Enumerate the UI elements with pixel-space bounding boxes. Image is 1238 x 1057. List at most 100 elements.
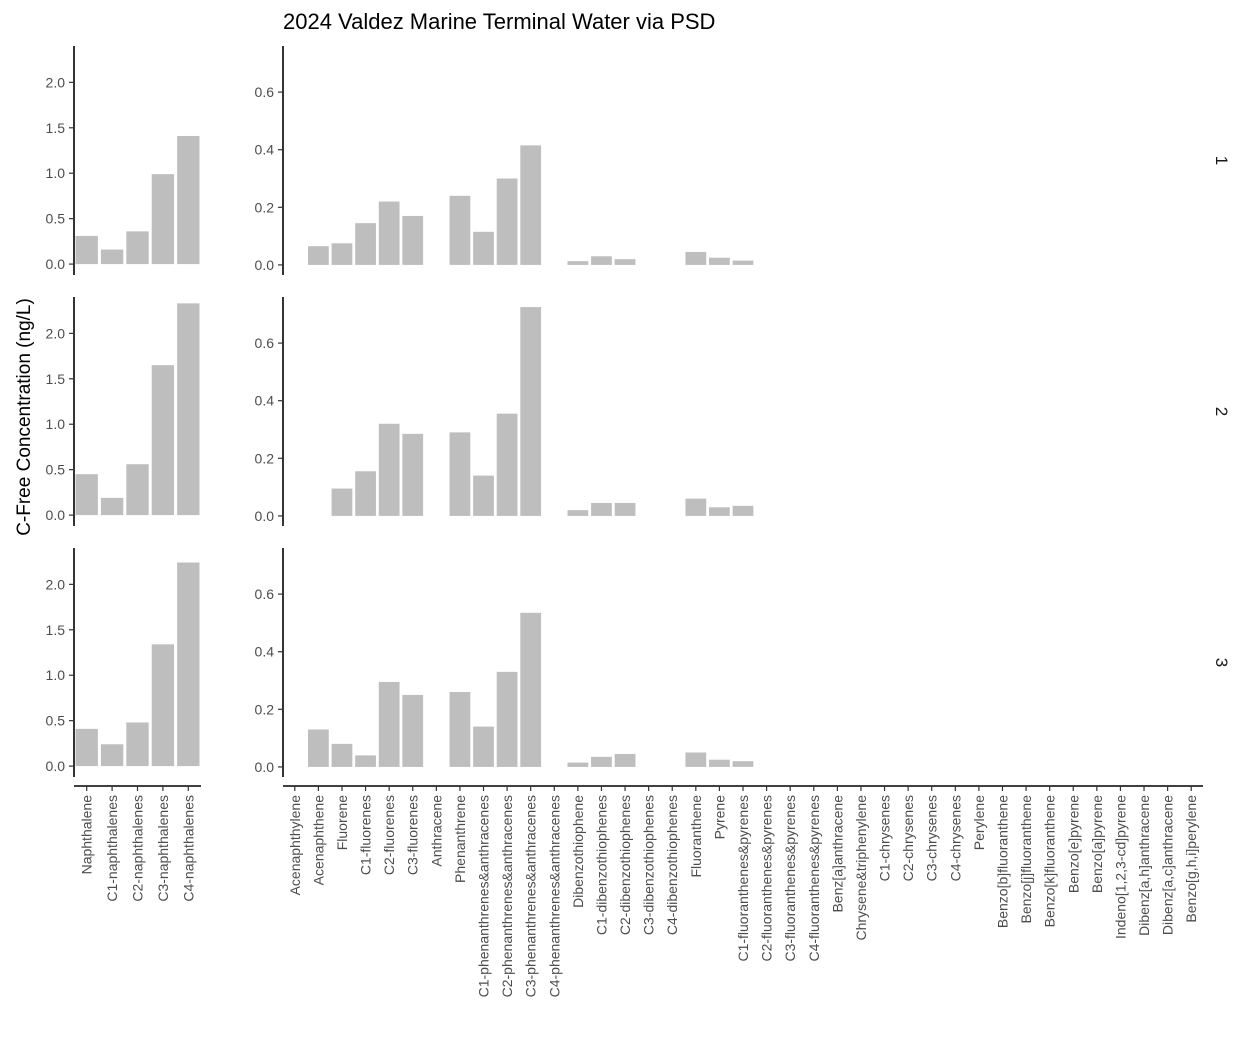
facet-strip-label-2: 2 (1212, 407, 1231, 416)
bar-other-pahs-row1-12 (567, 261, 589, 265)
y-tick-label: 0.0 (46, 256, 66, 272)
bar-other-pahs-row2-17 (685, 498, 707, 516)
bar-naphthalenes-row3-1 (100, 744, 124, 767)
bar-naphthalenes-row3-2 (126, 722, 149, 767)
x-tick-label: Benzo[e]pyrene (1065, 795, 1081, 893)
x-tick-label: C2-fluoranthenes&pyrenes (759, 795, 775, 962)
bar-other-pahs-row2-13 (591, 502, 612, 516)
y-tick-label: 0.4 (255, 393, 275, 409)
x-tick-label: Benzo[k]fluoranthene (1042, 795, 1058, 928)
x-tick-label: Acenaphthene (310, 795, 326, 886)
x-tick-label: C1-chrysenes (877, 795, 893, 881)
bar-other-pahs-row1-13 (591, 256, 612, 265)
bar-other-pahs-row2-5 (402, 433, 424, 516)
bar-other-pahs-row3-8 (473, 726, 494, 767)
y-tick-label: 1.5 (46, 120, 66, 136)
bar-other-pahs-row2-4 (378, 423, 400, 516)
x-tick-label: C3-chrysenes (924, 795, 940, 881)
bar-other-pahs-row3-14 (614, 753, 636, 767)
bar-other-pahs-row2-3 (355, 471, 376, 516)
x-tick-label: C1-naphthalenes (104, 795, 120, 902)
bar-naphthalenes-row1-1 (100, 249, 124, 265)
bar-other-pahs-row1-2 (331, 243, 353, 265)
y-tick-label: 0.6 (255, 84, 275, 100)
y-tick-label: 0.2 (255, 701, 275, 717)
chart-title: 2024 Valdez Marine Terminal Water via PS… (283, 9, 715, 34)
plot-area: 0.0 0.5 1.0 1.5 2.0 0.0 0.5 1.0 1.5 2.0 0.0 0.5 1.0 1… (46, 46, 1231, 997)
x-tick-label: Perylene (971, 795, 987, 850)
y-tick-label: 0.2 (255, 199, 275, 215)
bar-naphthalenes-row1-0 (75, 235, 98, 265)
facet-strip-label-1: 1 (1212, 156, 1231, 165)
bar-naphthalenes-row3-0 (75, 728, 98, 767)
x-tick-label: C3-fluoranthenes&pyrenes (782, 795, 798, 962)
bar-other-pahs-row2-12 (567, 510, 589, 516)
bar-other-pahs-row2-14 (614, 502, 636, 516)
y-tick-label: 0.0 (255, 508, 275, 524)
y-tick-label: 1.0 (46, 416, 66, 432)
x-tick-label: Dibenz[a,h]anthracene (1136, 795, 1152, 936)
x-tick-label: Fluorene (334, 795, 350, 850)
bar-other-pahs-row2-19 (732, 505, 754, 516)
bar-other-pahs-row3-4 (378, 681, 400, 767)
x-tick-label: C3-dibenzothiophenes (641, 795, 657, 935)
y-tick-label: 0.5 (46, 211, 66, 227)
bar-naphthalenes-row3-4 (177, 562, 200, 767)
y-tick-label: 2.0 (46, 74, 66, 90)
bar-other-pahs-row3-13 (591, 756, 612, 767)
bar-other-pahs-row1-10 (520, 145, 542, 265)
x-tick-label: Naphthalene (79, 795, 95, 875)
x-tick-label: C4-phenanthrenes&anthracenes (546, 795, 562, 997)
x-tick-label: C4-fluoranthenes&pyrenes (806, 795, 822, 962)
bar-other-pahs-row3-18 (709, 759, 730, 767)
y-tick-label: 0.4 (255, 644, 275, 660)
bar-naphthalenes-row1-2 (126, 231, 149, 265)
x-tick-label: C1-phenanthrenes&anthracenes (476, 795, 492, 997)
x-tick-label: C4-dibenzothiophenes (664, 795, 680, 935)
x-tick-label: C2-fluorenes (381, 795, 397, 875)
bar-other-pahs-row3-3 (355, 755, 376, 767)
x-tick-label: C2-naphthalenes (130, 795, 146, 902)
bar-naphthalenes-row1-4 (177, 135, 200, 265)
y-tick-label: 0.6 (255, 335, 275, 351)
bar-other-pahs-row3-19 (732, 761, 754, 767)
x-tick-label: Chrysene&triphenylene (853, 795, 869, 941)
y-tick-label: 0.4 (255, 142, 275, 158)
x-tick-label: Phenanthrene (452, 795, 468, 883)
x-tick-label: C3-phenanthrenes&anthracenes (523, 795, 539, 997)
x-tick-label: Anthracene (428, 795, 444, 867)
x-tick-label: C2-dibenzothiophenes (617, 795, 633, 935)
bar-naphthalenes-row2-1 (100, 497, 124, 516)
x-tick-label: Benzo[a]pyrene (1089, 795, 1105, 893)
x-tick-label: Benzo[j]fluoranthene (1018, 795, 1034, 924)
bar-other-pahs-row3-5 (402, 694, 424, 767)
bar-other-pahs-row1-19 (732, 260, 754, 265)
y-axis-label: C-Free Concentration (ng/L) (14, 298, 35, 536)
bar-naphthalenes-row1-3 (151, 174, 175, 265)
bar-other-pahs-row1-8 (473, 231, 494, 265)
bar-other-pahs-row3-2 (331, 743, 353, 767)
x-tick-label: C4-naphthalenes (180, 795, 196, 902)
bar-other-pahs-row2-10 (520, 307, 542, 516)
bar-other-pahs-row3-9 (496, 671, 518, 767)
x-tick-label: C2-phenanthrenes&anthracenes (499, 795, 515, 997)
y-tick-label: 0.0 (255, 257, 275, 273)
x-tick-label: Indeno[1,2,3-cd]pyrene (1112, 795, 1128, 939)
bar-other-pahs-row3-17 (685, 752, 707, 767)
facet-strip-label-3: 3 (1212, 658, 1231, 667)
bar-other-pahs-row1-4 (378, 201, 400, 265)
y-tick-label: 1.5 (46, 622, 66, 638)
y-tick-label: 2.0 (46, 325, 66, 341)
x-tick-label: Fluoranthene (688, 795, 704, 878)
bar-other-pahs-row3-7 (449, 692, 471, 767)
x-tick-label: C1-dibenzothiophenes (593, 795, 609, 935)
bar-other-pahs-row2-8 (473, 475, 494, 516)
x-tick-label: C3-naphthalenes (155, 795, 171, 902)
y-tick-label: 1.5 (46, 371, 66, 387)
y-tick-label: 1.0 (46, 667, 66, 683)
x-tick-label: C2-chrysenes (900, 795, 916, 881)
x-tick-label: Dibenzothiophene (570, 795, 586, 908)
y-tick-label: 1.0 (46, 165, 66, 181)
bar-other-pahs-row3-10 (520, 612, 542, 767)
